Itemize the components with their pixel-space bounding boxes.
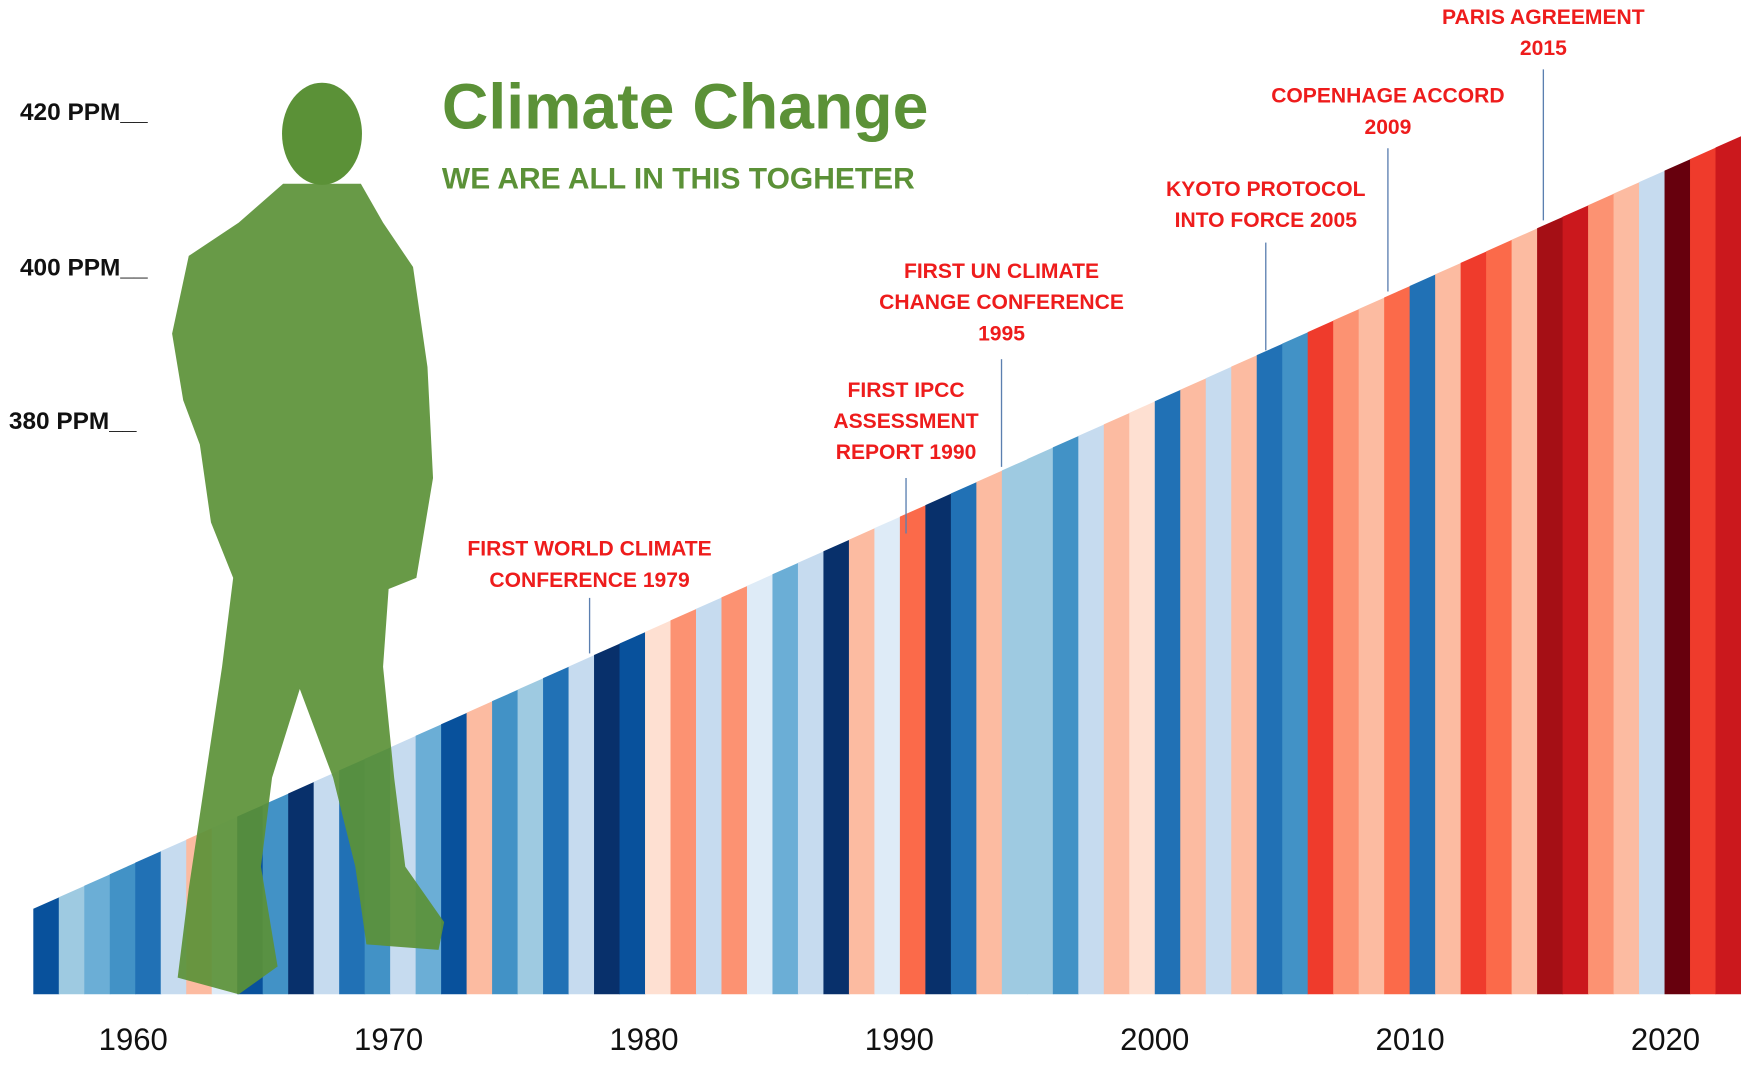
stripe [848, 528, 875, 995]
stripe [899, 505, 926, 995]
year-label: 2010 [1376, 1022, 1445, 1057]
stripe [1588, 193, 1615, 995]
stripe [1129, 401, 1156, 995]
stripe [874, 516, 901, 995]
stripe [976, 470, 1003, 995]
stripe [1715, 136, 1741, 995]
stripe [925, 493, 952, 995]
stripe [466, 701, 493, 995]
stripe [1205, 366, 1232, 995]
stripe [492, 689, 519, 995]
stripe [1664, 159, 1691, 995]
events: FIRST WORLD CLIMATE CONFERENCE 1979 FIRST … [467, 6, 1645, 654]
year-axis: 1960 1970 1980 1990 2000 2010 2020 [99, 1022, 1700, 1057]
ppm-label: 420 PPM__ [20, 99, 148, 126]
stripe [1537, 216, 1564, 995]
event-label: FIRST UN CLIMATE [904, 260, 1099, 283]
stripe [441, 712, 468, 995]
stripe [33, 897, 60, 995]
stripe [1052, 435, 1079, 995]
stripe [288, 781, 315, 995]
stripe [695, 597, 723, 995]
stripe [1460, 251, 1487, 995]
event-label: 2015 [1520, 37, 1567, 60]
event-label: 2009 [1364, 116, 1411, 139]
stripe [84, 874, 111, 995]
event-label: ASSESSMENT [833, 410, 978, 433]
stripe [594, 643, 621, 995]
event-label: REPORT 1990 [836, 441, 977, 464]
stripe [1307, 320, 1334, 995]
event-label: FIRST IPCC [847, 379, 964, 402]
stripe [135, 851, 162, 995]
stripe [1078, 424, 1105, 995]
year-label: 1960 [99, 1022, 168, 1057]
stripe [1639, 170, 1666, 995]
year-label: 1970 [354, 1022, 423, 1057]
stripe [1511, 228, 1538, 995]
stripe [619, 631, 646, 995]
event-label: INTO FORCE 2005 [1175, 209, 1358, 232]
stripe [1384, 285, 1411, 995]
stripe [1256, 343, 1283, 995]
subtitle: WE ARE ALL IN THIS TOGHETER [442, 162, 915, 195]
stripe [415, 724, 442, 995]
stripe [670, 608, 697, 995]
stripe [1027, 447, 1054, 995]
stripe [568, 655, 595, 995]
event-label: 1995 [978, 322, 1025, 345]
stripe [1231, 355, 1258, 995]
stripe [543, 666, 570, 995]
year-label: 2020 [1631, 1022, 1700, 1057]
ppm-label: 380 PPM__ [9, 408, 137, 435]
stripe [109, 862, 136, 995]
event-label: PARIS AGREEMENT [1442, 6, 1645, 29]
stripe [746, 574, 774, 995]
stripe [1562, 205, 1589, 995]
stripe [1690, 147, 1717, 995]
stripe [823, 539, 850, 995]
stripe [160, 839, 187, 995]
event-label: COPENHAGE ACCORD [1271, 85, 1504, 108]
ppm-labels: 420 PPM__ 400 PPM__ 380 PPM__ [9, 99, 148, 435]
event-label: FIRST WORLD CLIMATE [467, 538, 711, 561]
stripe [772, 562, 799, 995]
title: Climate Change [442, 71, 928, 143]
stripe [1486, 239, 1513, 995]
stripe [1154, 389, 1181, 995]
year-label: 1980 [609, 1022, 678, 1057]
ppm-label: 400 PPM__ [20, 255, 148, 282]
stripe [1103, 412, 1130, 995]
stripe [645, 620, 672, 995]
stripe [517, 678, 544, 995]
event-label: KYOTO PROTOCOL [1166, 178, 1366, 201]
stripe [797, 551, 824, 995]
stripe [950, 482, 977, 995]
stripe [1282, 332, 1309, 995]
stripe [1333, 309, 1360, 995]
stripe [1001, 458, 1028, 995]
stripe [313, 770, 340, 995]
stripe [1358, 297, 1385, 995]
stripe [1435, 262, 1462, 995]
human-head [282, 82, 362, 185]
stripe [721, 585, 748, 995]
event-label: CONFERENCE 1979 [489, 569, 689, 592]
event-label: CHANGE CONFERENCE [879, 291, 1124, 314]
year-label: 1990 [865, 1022, 934, 1057]
stripe [1409, 274, 1436, 995]
stripe [1180, 378, 1207, 995]
year-label: 2000 [1120, 1022, 1189, 1057]
stripe [1613, 182, 1640, 995]
human-silhouette [172, 183, 445, 995]
stripe [58, 885, 85, 995]
